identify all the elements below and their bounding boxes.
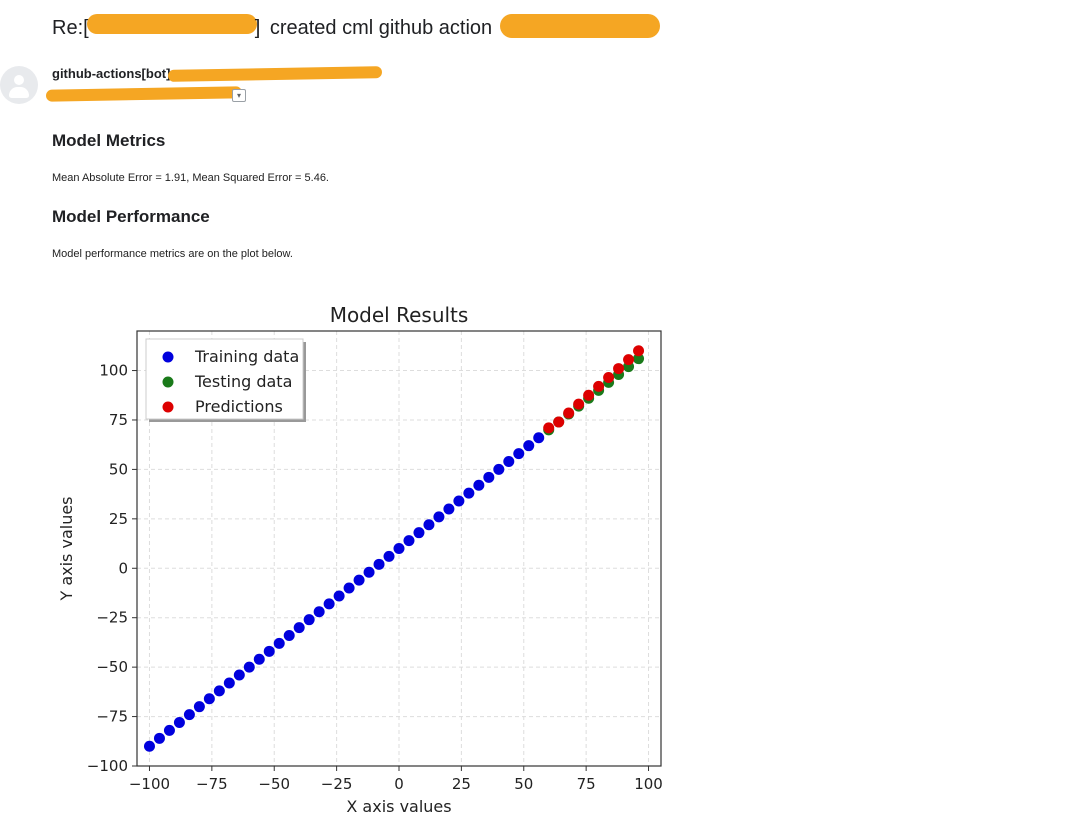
- email-subject: Re:[] created cml github action: [52, 14, 660, 42]
- training-data-point: [383, 550, 395, 562]
- legend-label-predictions: Predictions: [195, 397, 283, 416]
- training-data-point: [473, 479, 485, 491]
- training-data-point: [373, 558, 385, 570]
- sender-avatar[interactable]: [0, 66, 38, 104]
- x-tick-label: −50: [258, 775, 290, 793]
- x-tick-label: −75: [196, 775, 228, 793]
- y-tick-label: 50: [109, 460, 128, 478]
- training-data-point: [343, 582, 355, 594]
- redacted-recipients: [45, 86, 243, 102]
- x-axis-label: X axis values: [346, 797, 451, 816]
- training-data-point: [533, 432, 545, 444]
- testing-data-point: [633, 353, 645, 365]
- chart-title: Model Results: [330, 303, 469, 327]
- legend-marker-training-data: [162, 351, 174, 363]
- predictions-point: [583, 389, 595, 401]
- avatar-person-icon: [14, 75, 24, 85]
- redacted-sender-email: [167, 66, 383, 82]
- redacted-subject-suffix: [499, 14, 660, 38]
- subject-prefix: Re:: [52, 17, 84, 39]
- training-data-point: [273, 637, 285, 649]
- subject-bracket-open: [: [83, 17, 89, 39]
- legend-marker-testing-data: [162, 376, 174, 388]
- training-data-point: [213, 685, 225, 697]
- training-data-point: [183, 709, 195, 721]
- predictions-point: [593, 380, 605, 392]
- training-data-point: [513, 448, 525, 460]
- predictions-point: [553, 416, 565, 428]
- legend-label-training-data: Training data: [194, 347, 299, 366]
- show-details-icon[interactable]: ▾: [232, 89, 246, 102]
- training-data-point: [173, 717, 185, 728]
- training-data-point: [523, 440, 535, 452]
- y-tick-label: −25: [96, 609, 128, 627]
- y-tick-label: 75: [109, 411, 128, 429]
- y-tick-label: −50: [96, 658, 128, 676]
- x-tick-label: 75: [577, 775, 596, 793]
- training-data-point: [163, 724, 175, 736]
- legend-marker-predictions: [162, 401, 174, 413]
- predictions-point: [603, 371, 615, 383]
- section-heading-metrics: Model Metrics: [52, 131, 166, 150]
- training-data-point: [233, 669, 245, 681]
- training-data-point: [223, 677, 235, 689]
- y-tick-label: −75: [96, 708, 128, 726]
- training-data-point: [283, 630, 295, 641]
- performance-text: Model performance metrics are on the plo…: [52, 248, 293, 260]
- training-data-point: [143, 740, 155, 752]
- training-data-point: [293, 622, 305, 634]
- training-data-point: [413, 527, 425, 539]
- training-data-point: [483, 471, 495, 483]
- training-data-point: [243, 661, 255, 673]
- x-tick-label: −25: [321, 775, 353, 793]
- x-tick-label: 25: [452, 775, 471, 793]
- training-data-point: [193, 701, 205, 713]
- predictions-point: [613, 363, 625, 375]
- training-data-point: [333, 590, 345, 602]
- predictions-point: [633, 345, 645, 357]
- legend-label-testing-data: Testing data: [194, 372, 292, 391]
- y-tick-label: 0: [118, 559, 128, 577]
- model-results-chart: −100 −75 −50 −25 0 25 50 75 100 −100 −75 −50 −25 0 25 5…: [57, 303, 663, 816]
- training-data-point: [253, 653, 265, 665]
- section-heading-performance: Model Performance: [52, 207, 210, 226]
- training-data-point: [363, 566, 375, 578]
- metrics-text: Mean Absolute Error = 1.91, Mean Squared…: [52, 172, 329, 184]
- y-tick-label: 25: [109, 510, 128, 528]
- training-data-point: [393, 543, 405, 554]
- training-data-point: [463, 487, 475, 499]
- training-data-point: [423, 519, 435, 531]
- redacted-repo-name: [86, 14, 257, 34]
- x-tick-label: 50: [514, 775, 533, 793]
- training-data-point: [403, 535, 415, 547]
- avatar-person-icon-body: [9, 87, 29, 98]
- training-data-point: [433, 511, 445, 523]
- training-data-point: [203, 693, 215, 705]
- training-data-point: [313, 606, 325, 618]
- training-data-point: [303, 614, 315, 626]
- training-data-point: [493, 463, 505, 475]
- y-axis-label: Y axis values: [57, 496, 76, 601]
- training-data-point: [323, 598, 335, 610]
- training-data-point: [153, 732, 165, 744]
- predictions-point: [623, 354, 635, 366]
- y-tick-label: −100: [87, 757, 128, 775]
- predictions-point: [543, 422, 555, 434]
- sender-name[interactable]: github-actions[bot]: [52, 66, 171, 81]
- predictions-point: [563, 407, 575, 419]
- subject-text: created cml github action: [269, 17, 493, 39]
- predictions-point: [573, 398, 585, 410]
- training-data-point: [503, 456, 515, 467]
- training-data-point: [443, 503, 455, 515]
- training-data-point: [263, 645, 275, 657]
- y-tick-label: 100: [99, 362, 128, 380]
- x-tick-label: 100: [634, 775, 663, 793]
- x-tick-label: −100: [129, 775, 170, 793]
- training-data-point: [453, 495, 465, 507]
- training-data-point: [353, 574, 365, 586]
- subject-bracket-close: ]: [254, 17, 261, 39]
- x-tick-label: 0: [394, 775, 404, 793]
